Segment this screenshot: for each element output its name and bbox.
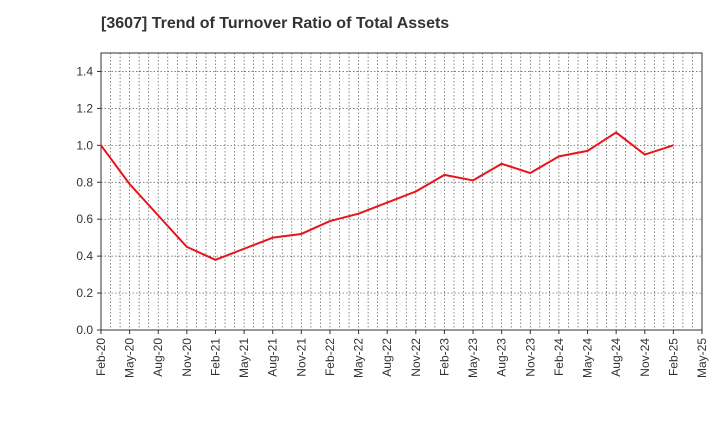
y-axis-ticks: 0.0 0.2 0.4 0.6 0.8 1.0 1.2 1.4 — [76, 64, 101, 337]
x-tick-label: Nov-20 — [180, 338, 194, 377]
x-tick-label: Nov-23 — [523, 338, 537, 377]
y-tick-label: 1.4 — [76, 64, 93, 78]
x-tick-label: May-25 — [695, 338, 709, 378]
y-tick-label: 1.2 — [76, 101, 93, 115]
series-layer — [100, 131, 674, 261]
series-line — [100, 131, 674, 261]
x-tick-label: Feb-22 — [323, 338, 337, 376]
x-tick-label: Nov-22 — [409, 338, 423, 377]
x-tick-label: May-22 — [352, 338, 366, 378]
x-tick-label: Feb-23 — [437, 338, 451, 376]
y-tick-label: 0.2 — [76, 286, 93, 300]
x-tick-label: Feb-20 — [94, 338, 108, 376]
y-tick-label: 0.6 — [76, 212, 93, 226]
x-tick-label: Feb-24 — [552, 338, 566, 376]
x-tick-label: Nov-21 — [294, 338, 308, 377]
chart-title: [3607] Trend of Turnover Ratio of Total … — [101, 15, 450, 32]
x-tick-label: Feb-25 — [666, 338, 680, 376]
plot-area-border — [100, 52, 703, 331]
x-tick-label: Feb-21 — [208, 338, 222, 376]
y-tick-label: 0.4 — [76, 249, 93, 263]
x-tick-label: Aug-24 — [609, 338, 623, 377]
x-tick-label: Aug-21 — [266, 338, 280, 377]
x-tick-label: May-20 — [123, 338, 137, 378]
x-tick-label: Aug-23 — [495, 338, 509, 377]
x-tick-label: May-23 — [466, 338, 480, 378]
y-tick-label: 0.0 — [76, 323, 93, 337]
x-axis-ticks: Feb-20 May-20 Aug-20 Nov-20 Feb-21 May-21 Aug-… — [94, 330, 709, 378]
grid-lines — [101, 53, 702, 330]
x-tick-label: Aug-20 — [151, 338, 165, 377]
x-tick-label: Nov-24 — [638, 338, 652, 377]
y-tick-label: 1.0 — [76, 138, 93, 152]
x-tick-label: Aug-22 — [380, 338, 394, 377]
y-tick-label: 0.8 — [76, 175, 93, 189]
x-tick-label: May-21 — [237, 338, 251, 378]
x-tick-label: May-24 — [581, 338, 595, 378]
